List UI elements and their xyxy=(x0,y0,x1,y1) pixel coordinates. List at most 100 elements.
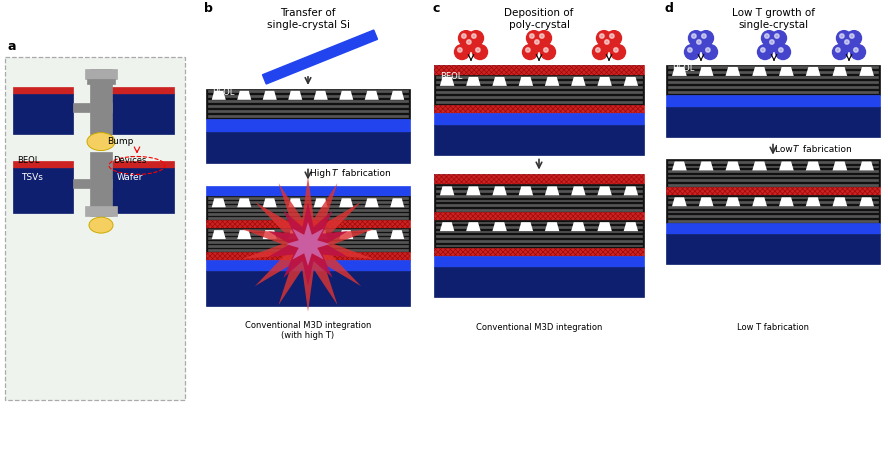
Text: b: b xyxy=(204,2,213,15)
Polygon shape xyxy=(286,222,330,266)
Bar xyxy=(206,186,410,196)
Text: Wafer: Wafer xyxy=(117,173,143,182)
Circle shape xyxy=(836,48,840,52)
Bar xyxy=(109,103,112,112)
Bar xyxy=(668,206,878,207)
Bar xyxy=(434,212,644,220)
Circle shape xyxy=(702,34,706,38)
Circle shape xyxy=(702,44,718,60)
Bar xyxy=(109,168,174,213)
Polygon shape xyxy=(237,198,251,207)
Bar xyxy=(434,174,644,185)
Polygon shape xyxy=(623,186,638,195)
Bar xyxy=(208,206,408,207)
Polygon shape xyxy=(833,67,847,76)
Polygon shape xyxy=(493,222,507,231)
Polygon shape xyxy=(805,197,821,206)
Text: d: d xyxy=(664,2,673,15)
Bar xyxy=(208,115,408,117)
Bar xyxy=(436,195,642,197)
Text: High: High xyxy=(310,169,334,178)
Polygon shape xyxy=(699,197,713,206)
Bar xyxy=(13,168,73,213)
Polygon shape xyxy=(545,186,559,195)
Circle shape xyxy=(541,44,556,60)
Bar xyxy=(208,233,408,235)
Circle shape xyxy=(540,34,544,38)
Circle shape xyxy=(775,44,790,60)
Bar xyxy=(13,87,73,94)
Bar xyxy=(208,100,408,102)
Circle shape xyxy=(762,31,776,46)
Circle shape xyxy=(532,37,546,52)
Bar xyxy=(436,209,642,211)
Circle shape xyxy=(596,48,600,52)
Circle shape xyxy=(614,48,618,52)
Circle shape xyxy=(526,48,530,52)
Bar xyxy=(668,76,878,78)
Circle shape xyxy=(527,31,542,46)
Circle shape xyxy=(850,34,854,38)
Bar xyxy=(109,162,174,168)
Bar xyxy=(668,166,878,167)
Polygon shape xyxy=(752,197,767,206)
Circle shape xyxy=(476,48,480,52)
Text: fabrication: fabrication xyxy=(800,145,852,154)
Bar xyxy=(206,252,410,260)
Polygon shape xyxy=(672,67,686,76)
Circle shape xyxy=(467,40,472,44)
Bar xyxy=(436,235,642,237)
Bar xyxy=(208,237,408,239)
Polygon shape xyxy=(339,91,353,100)
Ellipse shape xyxy=(89,217,113,233)
Polygon shape xyxy=(263,230,277,239)
Polygon shape xyxy=(268,202,348,286)
Circle shape xyxy=(592,44,607,60)
Circle shape xyxy=(472,34,476,38)
Polygon shape xyxy=(725,162,741,171)
Circle shape xyxy=(688,31,703,46)
Bar xyxy=(434,267,644,297)
Bar xyxy=(73,103,90,112)
Polygon shape xyxy=(519,77,533,86)
Text: Low: Low xyxy=(775,145,796,154)
Polygon shape xyxy=(833,197,847,206)
Circle shape xyxy=(462,34,466,38)
Polygon shape xyxy=(672,162,686,171)
Circle shape xyxy=(694,37,709,52)
Bar xyxy=(208,213,408,215)
Bar xyxy=(109,180,112,188)
Circle shape xyxy=(687,48,692,52)
Polygon shape xyxy=(699,67,713,76)
Bar xyxy=(436,97,642,98)
Bar xyxy=(668,220,878,221)
Polygon shape xyxy=(725,197,741,206)
Polygon shape xyxy=(440,186,455,195)
Bar xyxy=(436,221,642,223)
Polygon shape xyxy=(571,222,585,231)
Polygon shape xyxy=(339,230,353,239)
Bar xyxy=(436,204,642,206)
Bar xyxy=(434,75,644,105)
Bar xyxy=(666,95,880,107)
Text: Low T fabrication: Low T fabrication xyxy=(737,323,809,332)
Bar xyxy=(436,240,642,242)
Bar xyxy=(668,91,878,93)
Circle shape xyxy=(597,31,612,46)
Circle shape xyxy=(610,34,614,38)
Bar xyxy=(668,161,878,163)
Bar xyxy=(208,110,408,112)
Bar xyxy=(668,175,878,176)
Bar xyxy=(87,79,115,84)
Circle shape xyxy=(761,48,765,52)
Text: Conventional M3D integration
(with high T): Conventional M3D integration (with high … xyxy=(245,321,371,340)
Text: T: T xyxy=(332,169,337,178)
Polygon shape xyxy=(242,176,375,312)
Polygon shape xyxy=(440,77,455,86)
Polygon shape xyxy=(752,67,767,76)
Bar xyxy=(668,66,878,68)
Bar xyxy=(436,226,642,228)
Polygon shape xyxy=(779,67,794,76)
Bar xyxy=(208,241,408,242)
Polygon shape xyxy=(545,77,559,86)
